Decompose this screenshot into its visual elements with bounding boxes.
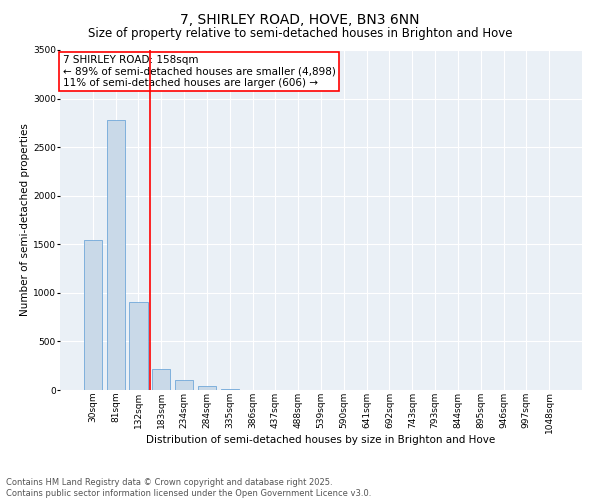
Bar: [175, 380, 193, 390]
Bar: [107, 120, 125, 390]
Bar: [84, 240, 102, 390]
Text: Contains HM Land Registry data © Crown copyright and database right 2025.
Contai: Contains HM Land Registry data © Crown c…: [6, 478, 371, 498]
Bar: [152, 368, 170, 390]
Text: 7 SHIRLEY ROAD: 158sqm
← 89% of semi-detached houses are smaller (4,898)
11% of : 7 SHIRLEY ROAD: 158sqm ← 89% of semi-det…: [62, 55, 335, 88]
Y-axis label: Number of semi-detached properties: Number of semi-detached properties: [20, 124, 30, 316]
Text: Distribution of semi-detached houses by size in Brighton and Hove: Distribution of semi-detached houses by …: [146, 435, 496, 445]
Text: 7, SHIRLEY ROAD, HOVE, BN3 6NN: 7, SHIRLEY ROAD, HOVE, BN3 6NN: [180, 12, 420, 26]
Bar: [130, 302, 148, 390]
Text: Size of property relative to semi-detached houses in Brighton and Hove: Size of property relative to semi-detach…: [88, 28, 512, 40]
Bar: [221, 388, 239, 390]
Bar: [198, 386, 216, 390]
